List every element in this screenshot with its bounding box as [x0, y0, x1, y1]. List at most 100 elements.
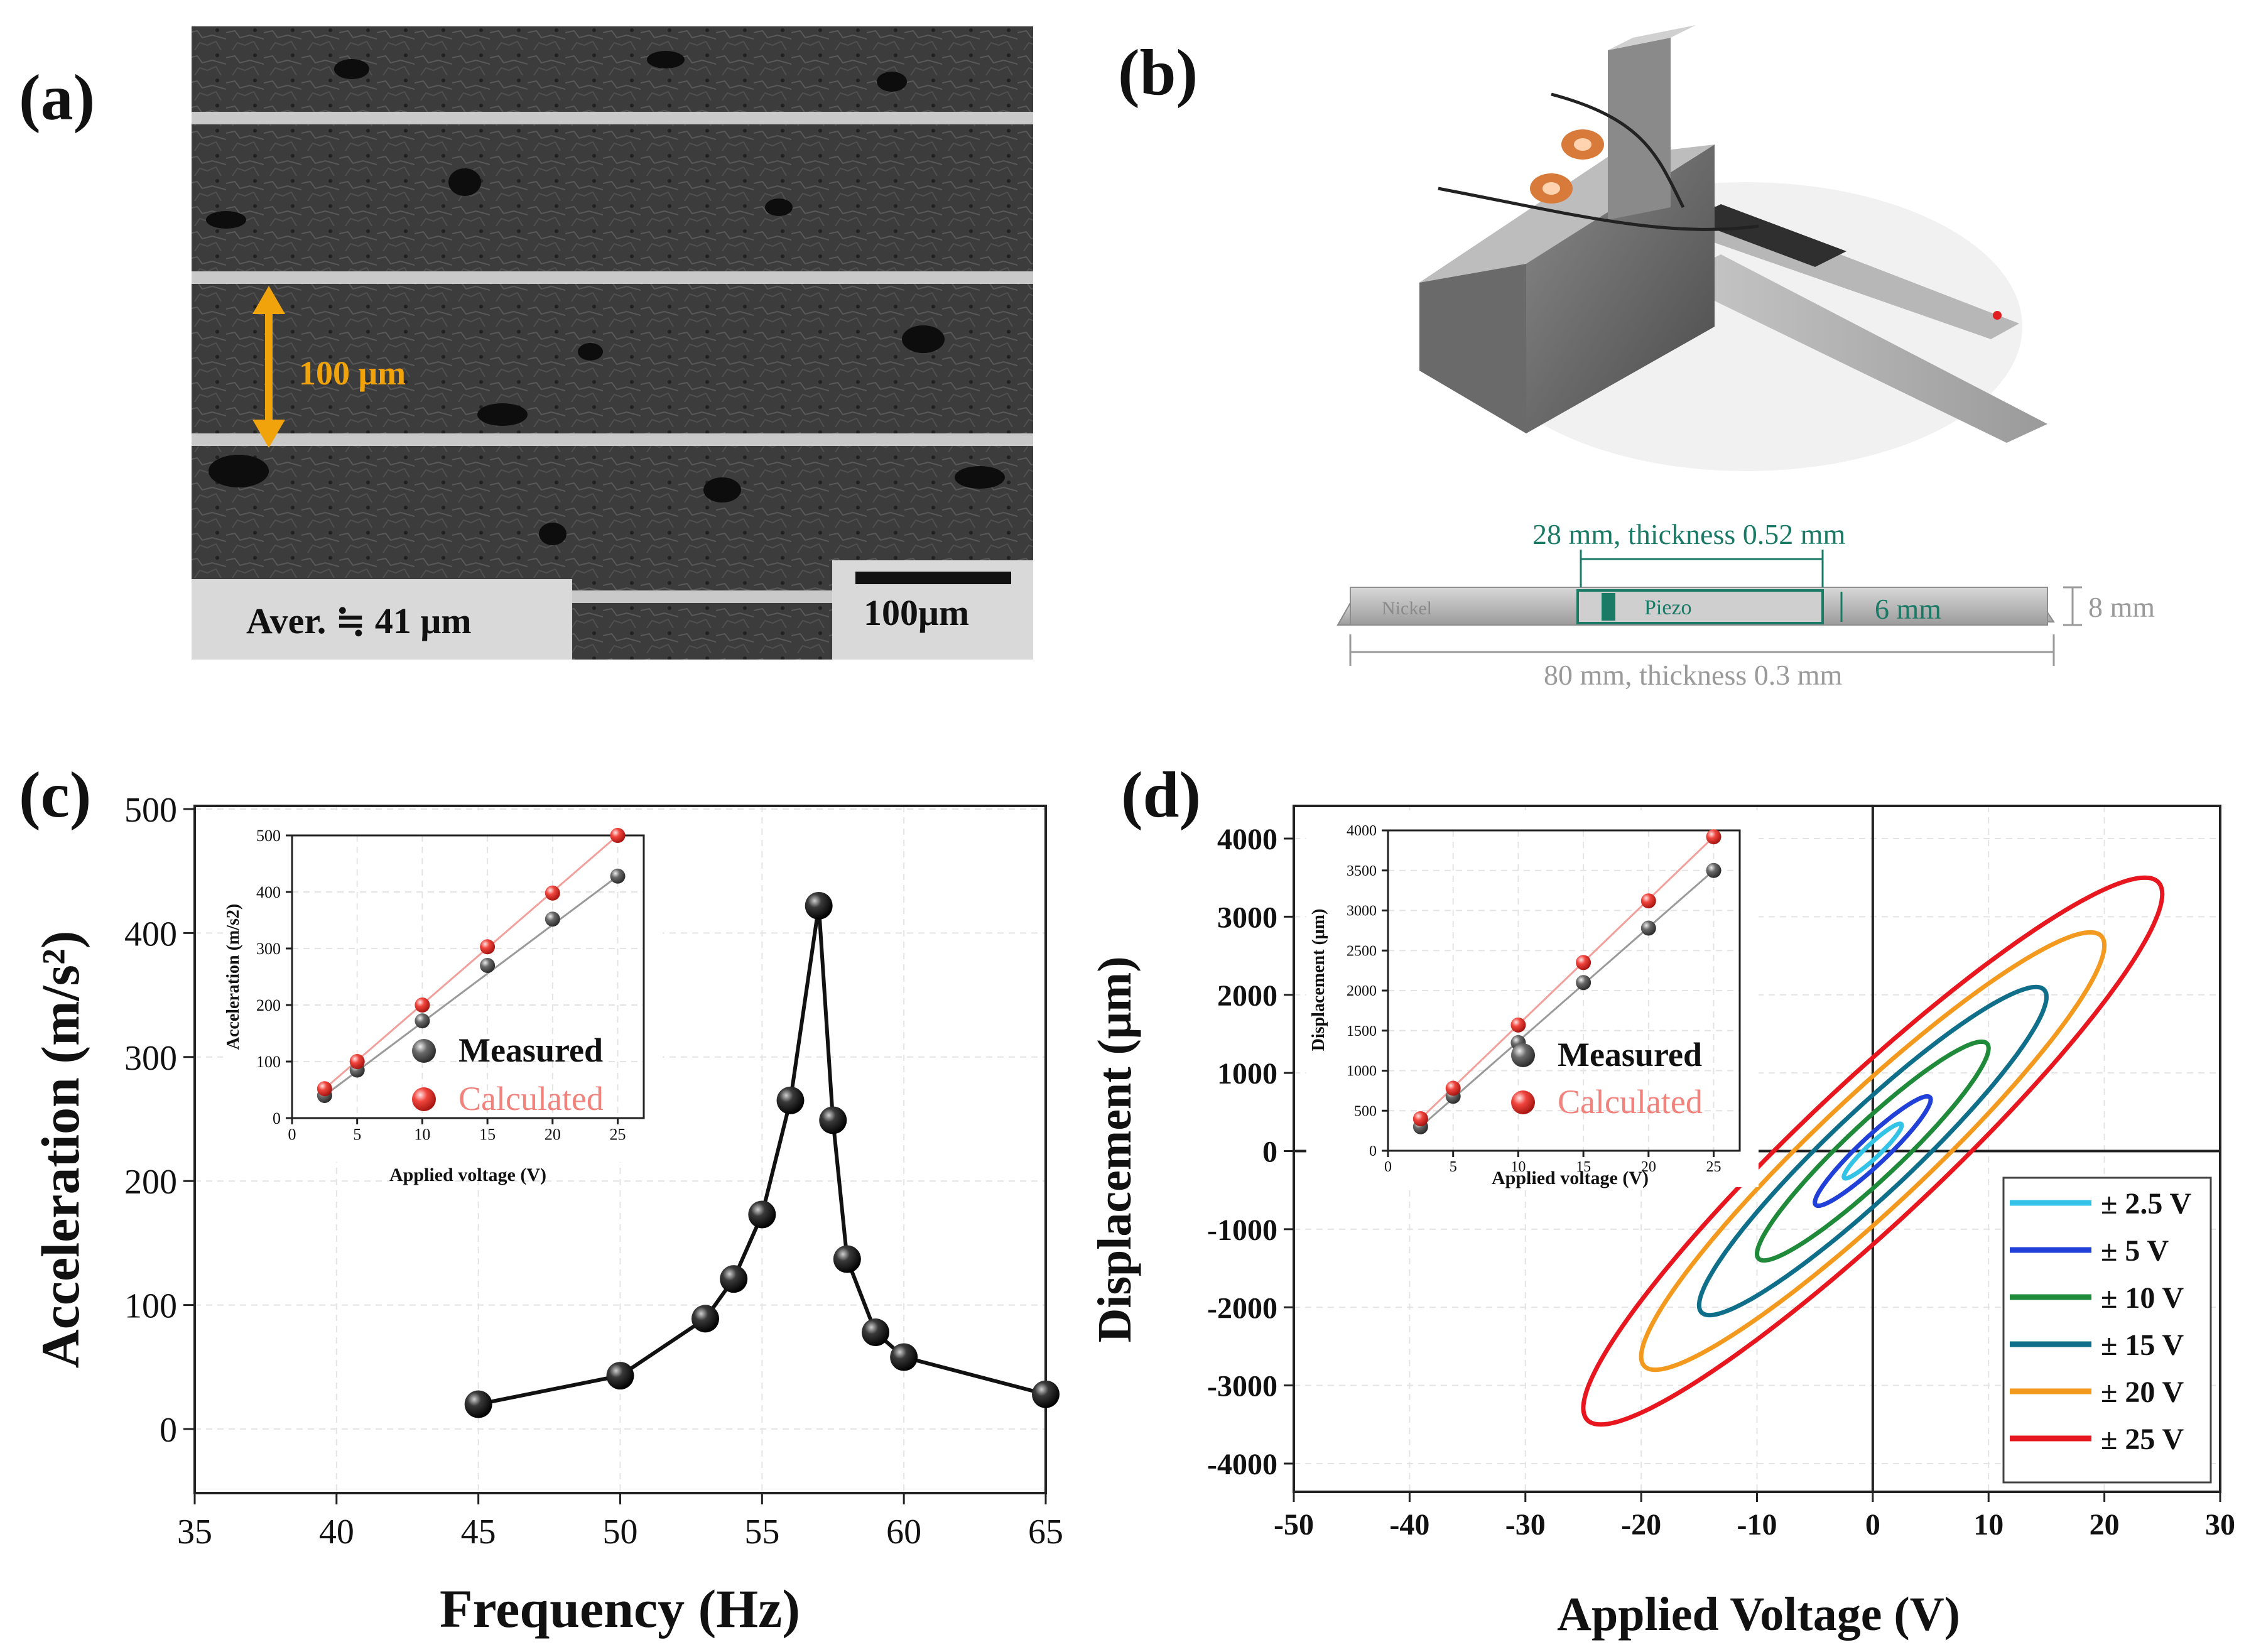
- scalebar-box: 100μm: [832, 560, 1033, 660]
- loop-15v: [1696, 984, 2049, 1318]
- panel-c-label: (c): [19, 759, 91, 831]
- measured-point: [480, 958, 496, 973]
- average-label: Aver. ≒ 41 μm: [246, 600, 472, 641]
- data-point: [862, 1318, 889, 1347]
- chart-c-series: [464, 891, 1060, 1418]
- y-tick-label: 100: [124, 1287, 177, 1326]
- measured-point: [415, 1013, 430, 1029]
- legend-label: ± 15 V: [2101, 1329, 2184, 1362]
- y-tick-label: 0: [160, 1411, 177, 1450]
- chart-c-inset-series: [317, 828, 626, 1103]
- y-tick-label: 300: [256, 940, 281, 958]
- measured-point: [1576, 975, 1591, 991]
- y-tick-label: 200: [124, 1163, 177, 1202]
- x-tick-label: 25: [610, 1126, 626, 1144]
- x-tick-label: -10: [1737, 1508, 1777, 1541]
- data-point: [890, 1343, 918, 1371]
- loop-10v: [1754, 1039, 1991, 1263]
- data-point: [606, 1362, 634, 1390]
- x-tick-label: 25: [1706, 1159, 1722, 1175]
- x-tick-label: 10: [1510, 1159, 1526, 1175]
- x-tick-label: 0: [288, 1126, 296, 1144]
- y-tick-label: 4000: [1347, 823, 1377, 839]
- clamp-post: [1608, 38, 1671, 220]
- chart-d-inset: 0 5 10 15 20 25 0 500 1000 1500 2000 2500 3000 3500 4…: [1306, 810, 1759, 1188]
- y-tick-label: 0: [1262, 1136, 1277, 1169]
- calculated-point: [1510, 1017, 1526, 1033]
- x-tick-label: 5: [353, 1126, 361, 1144]
- chart-d-inset-legend: Measured Calculated: [1511, 1036, 1703, 1121]
- beam-lower: [1671, 254, 2047, 443]
- panel-b-label: (b): [1118, 36, 1198, 109]
- x-tick-label: 65: [1028, 1513, 1063, 1551]
- panel-a: (a): [19, 26, 1033, 660]
- data-point: [805, 891, 833, 920]
- x-tick-label: -40: [1389, 1508, 1429, 1541]
- legend-measured-marker: [1511, 1043, 1535, 1067]
- y-tick-label: 0: [273, 1109, 281, 1128]
- chart-c-inset-x-ticks: 0 5 10 15 20 25: [288, 1118, 626, 1144]
- fit-line-calculated: [1419, 836, 1715, 1120]
- scale-bar: [855, 572, 1011, 584]
- chart-c-inset-legend: Measured Calculated: [412, 1031, 604, 1117]
- legend-label: ± 2.5 V: [2101, 1187, 2191, 1220]
- wire: [1438, 187, 1759, 231]
- y-tick-label: 1000: [1217, 1057, 1277, 1090]
- y-tick-label: -1000: [1207, 1214, 1277, 1247]
- x-tick-label: 60: [886, 1513, 921, 1551]
- x-tick-label: 20: [2090, 1508, 2120, 1541]
- laser-dot: [1993, 311, 2002, 320]
- calculated-point: [1412, 1111, 1428, 1126]
- legend-measured-marker: [412, 1039, 436, 1063]
- wire: [1551, 92, 1685, 209]
- x-tick-label: 0: [1865, 1508, 1880, 1541]
- y-tick-label: -2000: [1207, 1291, 1277, 1325]
- sem-stripe: [192, 112, 1033, 124]
- x-tick-label: 0: [1384, 1159, 1392, 1175]
- y-tick-label: 2500: [1347, 943, 1377, 959]
- data-point: [464, 1390, 492, 1418]
- screw: [1543, 182, 1560, 195]
- y-tick-label: 1000: [1347, 1063, 1377, 1080]
- calculated-point: [349, 1054, 365, 1069]
- chart-d-inset-ylabel: Displacement (μm): [1309, 909, 1328, 1052]
- calculated-point: [480, 939, 496, 955]
- sem-pores: [206, 51, 1005, 545]
- x-tick-label: 30: [2205, 1508, 2235, 1541]
- loop-2.5v: [1841, 1121, 1904, 1181]
- calculated-point: [1445, 1080, 1461, 1096]
- calculated-point: [1706, 829, 1722, 845]
- panel-d: (d) -50 -40 -30 -20 -10 0 10 20 30 -4000 -3000 -20…: [1088, 759, 2235, 1641]
- chart-d-inset-series: [1412, 829, 1722, 1134]
- fit-line-measured: [1419, 869, 1715, 1128]
- x-tick-label: 20: [1641, 1159, 1656, 1175]
- x-tick-label: 40: [319, 1513, 354, 1551]
- chart-c-y-ticks: 0 100 200 300 400 500: [124, 791, 195, 1450]
- data-point: [748, 1200, 776, 1229]
- sem-stripe: [192, 271, 1033, 284]
- screw: [1574, 138, 1591, 151]
- data-point: [1032, 1380, 1060, 1408]
- x-tick-label: 15: [479, 1126, 496, 1144]
- chart-c-xlabel: Frequency (Hz): [440, 1579, 800, 1639]
- dim-beam-width: 8 mm: [2088, 591, 2155, 623]
- y-tick-label: -4000: [1207, 1448, 1277, 1481]
- chart-d: -50 -40 -30 -20 -10 0 10 20 30 -4000 -3000 -2000 -1…: [1088, 805, 2235, 1641]
- panel-b: (b) Nickel: [1118, 25, 2155, 691]
- measured-point: [610, 868, 626, 884]
- calculated-point: [1576, 955, 1591, 970]
- chart-d-xlabel: Applied Voltage (V): [1557, 1588, 1960, 1641]
- measured-point: [545, 911, 560, 927]
- chart-c-inset-frame: [291, 834, 645, 1119]
- x-tick-label: 35: [177, 1513, 212, 1551]
- y-tick-label: 400: [256, 883, 281, 901]
- clamp-post-top: [1608, 25, 1696, 50]
- piezo-patch-3d: [1689, 204, 1846, 267]
- legend-label: ± 5 V: [2101, 1234, 2169, 1268]
- measured-point: [1706, 862, 1722, 878]
- chart-d-ylabel: Displacement (μm): [1088, 956, 1141, 1342]
- thickness-arrow: [252, 286, 285, 448]
- x-tick-label: -50: [1274, 1508, 1314, 1541]
